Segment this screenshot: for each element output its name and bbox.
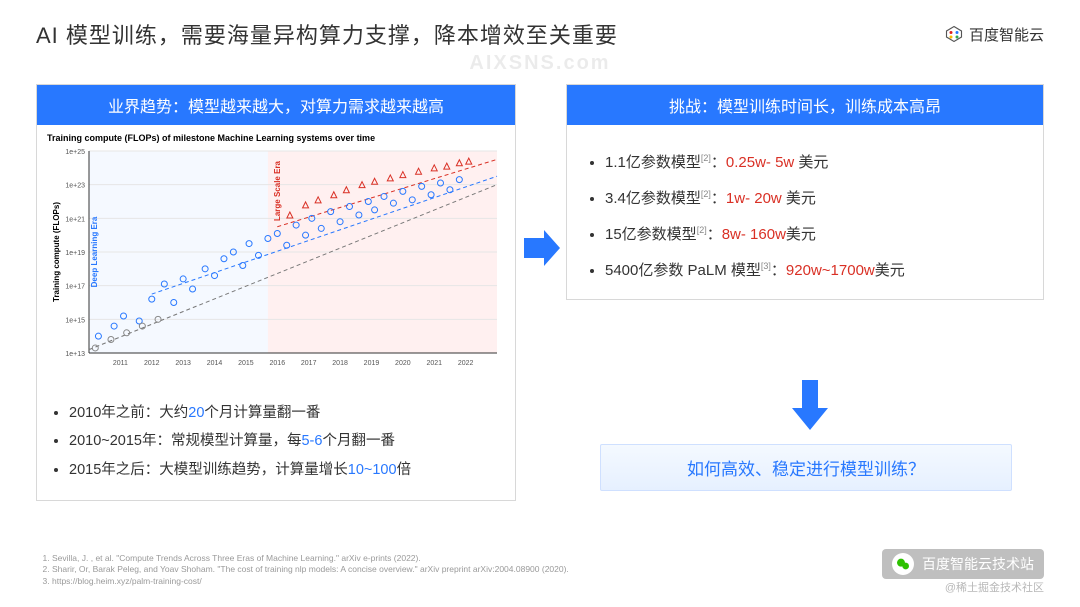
list-item: 2010年之前：大约20个月计算量翻一番: [69, 399, 497, 427]
svg-text:2011: 2011: [113, 360, 128, 367]
svg-text:Deep Learning Era: Deep Learning Era: [90, 216, 99, 287]
svg-text:2019: 2019: [364, 360, 380, 367]
svg-text:1e+21: 1e+21: [65, 216, 85, 223]
right-panel: 挑战：模型训练时间长，训练成本高昂 1.1亿参数模型[2]：0.25w- 5w …: [566, 84, 1044, 300]
slide-title: AI 模型训练，需要海量异构算力支撑，降本增效至关重要: [36, 18, 618, 50]
baidu-cloud-icon: [945, 25, 963, 43]
left-panel: 业界趋势：模型越来越大，对算力需求越来越高 Training compute (…: [36, 84, 516, 501]
svg-text:2018: 2018: [332, 360, 348, 367]
svg-text:1e+23: 1e+23: [65, 183, 85, 190]
right-panel-header: 挑战：模型训练时间长，训练成本高昂: [567, 85, 1043, 125]
svg-text:1e+19: 1e+19: [65, 250, 85, 257]
brand-logo: 百度智能云: [945, 24, 1044, 45]
references: Sevilla, J. , et al. "Compute Trends Acr…: [36, 553, 569, 587]
list-item: 1.1亿参数模型[2]：0.25w- 5w 美元: [605, 145, 1023, 181]
question-banner: 如何高效、稳定进行模型训练？: [600, 444, 1012, 491]
svg-text:2020: 2020: [395, 360, 411, 367]
left-panel-header: 业界趋势：模型越来越大，对算力需求越来越高: [37, 85, 515, 125]
logo-text: 百度智能云: [969, 24, 1044, 45]
left-bullet-list: 2010年之前：大约20个月计算量翻一番2010~2015年：常规模型计算量，每…: [37, 395, 515, 500]
scatter-chart: 1e+13 1e+15 1e+17 1e+19 1e+21 1e+23 1e+25 2011 2…: [47, 145, 505, 375]
svg-text:2021: 2021: [426, 360, 442, 367]
svg-text:1e+17: 1e+17: [65, 284, 85, 291]
svg-text:2016: 2016: [270, 360, 286, 367]
svg-text:2012: 2012: [144, 360, 160, 367]
list-item: 2015年之后：大模型训练趋势，计算量增长10~100倍: [69, 456, 497, 484]
watermark: AIXSNS.com: [469, 52, 610, 75]
arrow-right-icon: [522, 228, 562, 268]
svg-text:Training compute (FLOPs): Training compute (FLOPs): [52, 202, 61, 302]
footer-brand-text: 百度智能云技术站: [922, 554, 1034, 574]
reference-item: https://blog.heim.xyz/palm-training-cost…: [52, 576, 569, 587]
wechat-icon: [892, 553, 914, 575]
reference-item: Sharir, Or, Barak Peleg, and Yoav Shoham…: [52, 564, 569, 575]
svg-text:2022: 2022: [458, 360, 474, 367]
footer-sub: @稀土掘金技术社区: [945, 579, 1044, 595]
svg-text:2017: 2017: [301, 360, 317, 367]
chart-title: Training compute (FLOPs) of milestone Ma…: [47, 133, 505, 143]
slide-header: AI 模型训练，需要海量异构算力支撑，降本增效至关重要 百度智能云: [36, 18, 1044, 50]
list-item: 15亿参数模型[2]：8w- 160w美元: [605, 217, 1023, 253]
svg-text:1e+13: 1e+13: [65, 351, 85, 358]
svg-text:2015: 2015: [238, 360, 254, 367]
svg-text:1e+15: 1e+15: [65, 317, 85, 324]
arrow-down-icon: [790, 378, 830, 432]
footer-brand: 百度智能云技术站: [882, 549, 1044, 579]
svg-text:2014: 2014: [207, 360, 223, 367]
svg-text:1e+25: 1e+25: [65, 149, 85, 156]
svg-text:2013: 2013: [175, 360, 191, 367]
list-item: 3.4亿参数模型[2]：1w- 20w 美元: [605, 181, 1023, 217]
reference-item: Sevilla, J. , et al. "Compute Trends Acr…: [52, 553, 569, 564]
svg-text:Large Scale Era: Large Scale Era: [273, 160, 282, 221]
right-bullet-list: 1.1亿参数模型[2]：0.25w- 5w 美元3.4亿参数模型[2]：1w- …: [591, 145, 1023, 289]
chart-area: Training compute (FLOPs) of milestone Ma…: [37, 125, 515, 395]
list-item: 2010~2015年：常规模型计算量，每5-6个月翻一番: [69, 427, 497, 455]
list-item: 5400亿参数 PaLM 模型[3]：920w~1700w美元: [605, 253, 1023, 289]
